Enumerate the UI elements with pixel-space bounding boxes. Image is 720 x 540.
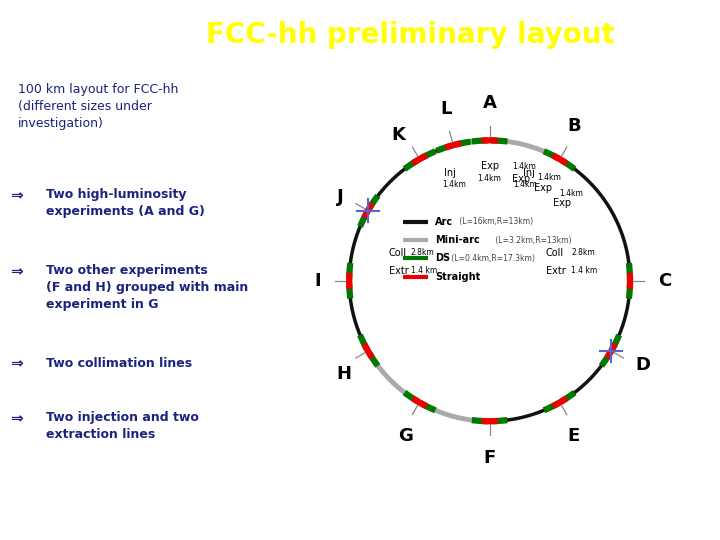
Text: Extr: Extr: [546, 266, 565, 276]
Text: Mini-arc: Mini-arc: [435, 235, 480, 245]
Text: FCC-hh preliminary layout: FCC-hh preliminary layout: [206, 21, 615, 49]
Text: A: A: [482, 94, 497, 112]
Text: B: B: [567, 117, 580, 135]
Text: FCC: FCC: [69, 22, 96, 35]
Text: Exp: Exp: [534, 184, 552, 193]
Text: 1.4km: 1.4km: [477, 174, 502, 183]
Text: CERN: CERN: [24, 513, 43, 518]
Text: Two collimation lines: Two collimation lines: [45, 356, 192, 369]
Text: Inj: Inj: [523, 167, 535, 178]
Text: E: E: [567, 427, 580, 445]
Text: I: I: [315, 272, 321, 290]
Text: L: L: [441, 100, 451, 118]
Text: 1.4km: 1.4km: [513, 180, 536, 189]
Text: Exp: Exp: [480, 161, 499, 171]
Text: hh  ee  he: hh ee he: [67, 49, 99, 54]
Text: ⇒: ⇒: [10, 188, 23, 203]
Text: 1.4 km: 1.4 km: [411, 266, 437, 275]
Text: W. Riegler, CERN: W. Riegler, CERN: [72, 511, 166, 521]
Text: 1.4km: 1.4km: [443, 180, 467, 189]
Text: Arc: Arc: [435, 217, 453, 227]
Text: ⇒: ⇒: [10, 356, 23, 372]
Text: C: C: [658, 272, 671, 290]
Text: Exp: Exp: [553, 198, 572, 208]
Text: H: H: [336, 365, 351, 383]
Text: Exp: Exp: [512, 174, 530, 184]
Text: K: K: [392, 126, 405, 144]
Text: Coll: Coll: [389, 248, 407, 258]
Text: 1.4 km: 1.4 km: [571, 266, 598, 275]
Text: J: J: [337, 187, 343, 206]
Text: Two other experiments
(F and H) grouped with main
experiment in G: Two other experiments (F and H) grouped …: [45, 264, 248, 311]
Text: (L=16km,R=13km): (L=16km,R=13km): [456, 217, 533, 226]
Text: F: F: [483, 449, 496, 467]
Text: Inj: Inj: [444, 167, 456, 178]
Text: Two high-luminosity
experiments (A and G): Two high-luminosity experiments (A and G…: [45, 188, 204, 218]
Text: Coll: Coll: [546, 248, 564, 258]
Text: (L=0.4km,R=17.3km): (L=0.4km,R=17.3km): [449, 254, 536, 263]
Text: Straight: Straight: [435, 272, 480, 281]
Text: 12: 12: [679, 509, 698, 523]
Text: 1.4km: 1.4km: [559, 189, 583, 198]
Text: ⇒: ⇒: [10, 264, 23, 279]
Text: 100 km layout for FCC-hh
(different sizes under
investigation): 100 km layout for FCC-hh (different size…: [18, 83, 179, 130]
Text: (L=3.2km,R=13km): (L=3.2km,R=13km): [493, 235, 572, 245]
Text: DS: DS: [435, 253, 450, 264]
Text: 1.4km: 1.4km: [537, 173, 561, 182]
Text: 2.8km: 2.8km: [571, 248, 595, 257]
Text: Extr: Extr: [389, 266, 408, 276]
Text: 1.4km: 1.4km: [513, 162, 536, 171]
Text: ⇒: ⇒: [10, 411, 23, 427]
Text: D: D: [636, 356, 650, 374]
Text: Two injection and two
extraction lines: Two injection and two extraction lines: [45, 411, 199, 441]
Text: G: G: [398, 427, 413, 445]
Text: 2.8km: 2.8km: [411, 248, 435, 257]
